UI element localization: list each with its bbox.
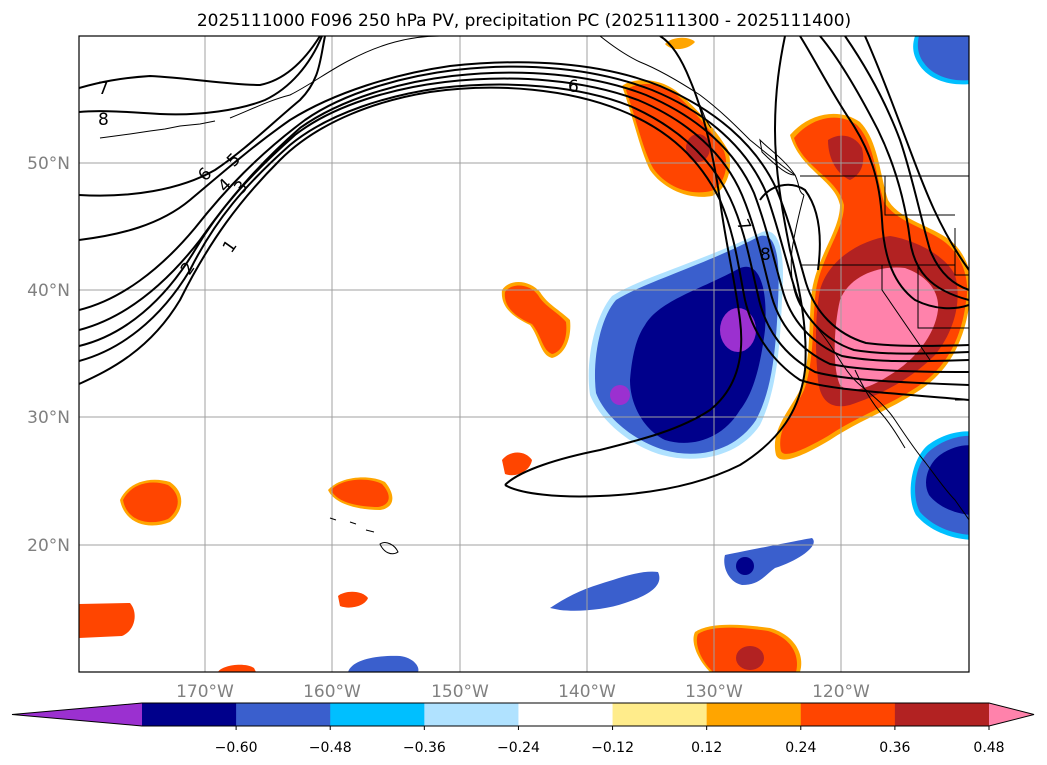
lon-label: 120°W (812, 682, 870, 702)
pv-contour (79, 65, 969, 355)
precip-negative-region (917, 36, 969, 81)
precip-positive-region (331, 479, 389, 507)
precip-positive-core (686, 134, 710, 162)
lon-label: 140°W (558, 682, 616, 702)
aleutian-islands (99, 120, 216, 139)
lon-label: 170°W (176, 682, 234, 702)
precip-negative-region (926, 445, 969, 515)
pv-contour (799, 36, 969, 310)
precip-positive-core (736, 646, 764, 670)
precip-negative-region (348, 655, 419, 672)
coastlines (99, 36, 969, 555)
colorbar-tick-label: −0.36 (403, 740, 446, 756)
pv-contour (79, 71, 969, 363)
lat-label: 40°N (27, 281, 70, 301)
graticule (79, 36, 969, 672)
precip-positive-region (338, 591, 368, 608)
pv-contour (759, 183, 821, 271)
pv-contour (79, 86, 969, 401)
pv-contour (864, 36, 969, 271)
pv-contours (79, 36, 969, 498)
colorbar-segment (236, 703, 331, 726)
precip-positive-region (218, 664, 256, 672)
precip-negative-core (610, 385, 630, 405)
map-panel: 7 8 6 5 4 3 2 1 6 7 8 (79, 36, 969, 672)
latitude-labels: 50°N 40°N 30°N 20°N (27, 154, 70, 556)
north-america-coast (790, 194, 969, 521)
precip-negative-core (720, 308, 756, 352)
pv-contour (819, 36, 969, 301)
precip-negative-region (550, 571, 660, 611)
pv-contour (504, 36, 807, 498)
colorbar-segment (518, 703, 614, 726)
alaska-coast (599, 36, 805, 196)
lat-label: 20°N (27, 536, 70, 556)
colorbar-tick-label: −0.12 (591, 740, 634, 756)
lon-label: 130°W (685, 682, 743, 702)
precip-positive-region (504, 285, 567, 354)
state-borders (800, 176, 969, 401)
hawaii-islands (329, 517, 399, 555)
precip-positive-region (502, 452, 532, 476)
colorbar-segment (800, 703, 896, 726)
colorbar-segment (142, 703, 237, 726)
precip-positive-region (79, 603, 135, 638)
colorbar-tick-label: −0.60 (215, 740, 258, 756)
colorbar-extend-low (12, 703, 142, 726)
colorbar: −0.60 −0.48 −0.36 −0.24 −0.12 0.12 0.24 0.36 0.4… (11, 702, 1035, 756)
lon-label: 160°W (303, 682, 361, 702)
map-frame (78, 35, 970, 673)
pv-contour-label: 8 (98, 110, 109, 130)
colorbar-tick-label: 0.24 (785, 740, 816, 756)
pv-contour-label: 6 (568, 77, 579, 97)
figure-title: 2025111000 F096 250 hPa PV, precipitatio… (197, 11, 851, 31)
colorbar-tick-label: 0.36 (879, 740, 910, 756)
pv-contour (79, 36, 321, 89)
colorbar-tick-label: −0.48 (309, 740, 352, 756)
precip-negative-core (736, 557, 754, 575)
lat-label: 50°N (27, 154, 70, 174)
colorbar-tick-label: 0.12 (691, 740, 722, 756)
pv-contour (79, 61, 969, 347)
alaska-coast (229, 36, 441, 119)
pv-contour (79, 83, 969, 386)
precip-positive-region (123, 482, 178, 523)
precip-positive-region (828, 135, 864, 180)
precip-positive-region (626, 84, 727, 193)
pv-contour-label: 8 (760, 245, 771, 265)
baja-california (854, 369, 906, 449)
colorbar-tick-label: 0.48 (973, 740, 1004, 756)
colorbar-tick-label: −0.24 (497, 740, 540, 756)
colorbar-segment (612, 703, 708, 726)
colorbar-segment (894, 703, 990, 726)
colorbar-extend-high (989, 703, 1034, 726)
lon-label: 150°W (431, 682, 489, 702)
colorbar-segment (330, 703, 425, 726)
longitude-labels: 170°W 160°W 150°W 140°W 130°W 120°W (176, 682, 870, 702)
pv-contour-label: 7 (98, 79, 109, 99)
vancouver-island (759, 138, 796, 176)
pv-contour (79, 36, 323, 116)
colorbar-segment (706, 703, 802, 726)
pv-contour (504, 36, 743, 486)
pv-contour (79, 36, 326, 197)
pv-contour (844, 36, 969, 291)
colorbar-segment (424, 703, 519, 726)
lat-label: 30°N (27, 408, 70, 428)
